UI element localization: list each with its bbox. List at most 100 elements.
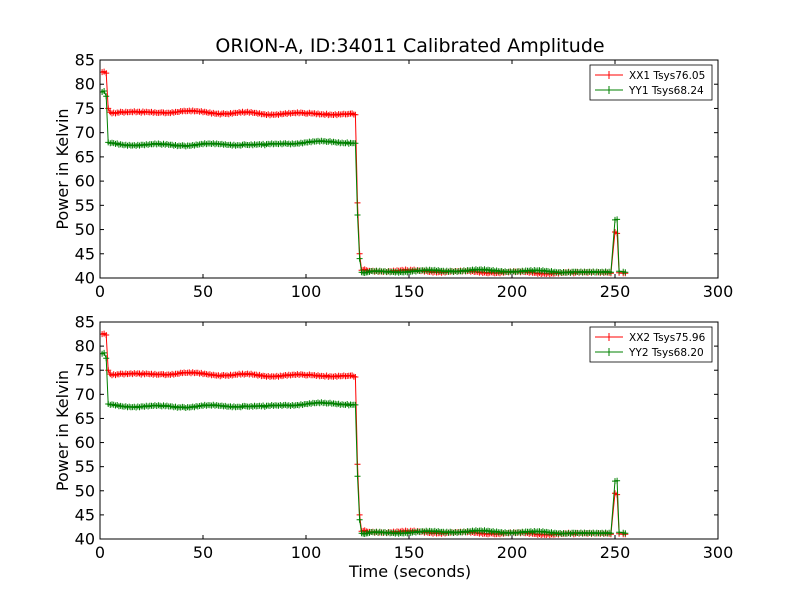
top-series-2-point-7 — [161, 144, 163, 146]
top-series-2-point-27 — [573, 270, 575, 273]
bottom-series-2-point-31 — [618, 531, 620, 533]
top-series-2-point-29 — [614, 219, 616, 221]
top-series-2-point-11 — [243, 143, 245, 146]
bottom-series-2-point-3 — [107, 403, 109, 405]
top-series-2-point-1 — [103, 90, 105, 92]
bottom-series-2-point-33 — [624, 532, 627, 534]
top-series-2-point-24 — [470, 269, 472, 272]
top-series-2-point-15 — [325, 141, 328, 143]
bottom-series-2-point-12 — [264, 406, 266, 408]
bottom-series-2-point-30 — [616, 479, 618, 482]
bottom-y-tick-label-9: 85 — [75, 313, 95, 332]
top-x-tick-label-3: 150 — [394, 282, 425, 301]
bottom-series-2-point-2 — [105, 357, 107, 360]
top-series-2-point-13 — [284, 142, 287, 145]
bottom-series-1-point-5 — [119, 372, 122, 375]
top-series-1-point-28 — [614, 231, 616, 233]
top-y-tick-label-2: 50 — [75, 220, 95, 239]
bottom-x-tick-label-0: 0 — [95, 543, 105, 562]
bottom-x-tick-label-3: 150 — [394, 543, 425, 562]
top-series-1-point-14 — [305, 113, 307, 115]
top-y-tick-label-1: 45 — [75, 244, 95, 263]
figure-title: ORION-A, ID:34011 Calibrated Amplitude — [215, 35, 604, 57]
bottom-series-2-point-19 — [358, 518, 361, 521]
bottom-series-1-point-11 — [243, 373, 245, 376]
bottom-series-2-point-7 — [161, 405, 163, 408]
bottom-series-2-point-27 — [573, 531, 575, 534]
bottom-series-1-point-1 — [103, 332, 105, 335]
top-y-tick-label-6: 70 — [75, 123, 95, 142]
bottom-series-2-point-15 — [325, 402, 328, 405]
top-series-2-point-0 — [101, 91, 103, 93]
top-x-tick-label-2: 100 — [291, 282, 322, 301]
top-series-2-point-20 — [360, 271, 363, 274]
bottom-series-2-point-24 — [470, 530, 472, 533]
bottom-series-2-point-9 — [202, 405, 204, 407]
bottom-series-2-point-17 — [354, 404, 357, 406]
bottom-legend-label-1: XX2 Tsys75.96 — [629, 332, 706, 344]
top-series-2-point-5 — [119, 143, 122, 146]
top-y-tick-label-3: 55 — [75, 196, 95, 215]
bottom-series-2-point-16 — [346, 403, 349, 405]
top-legend-label-2: YY1 Tsys68.24 — [628, 85, 704, 97]
top-series-2-point-33 — [624, 271, 627, 274]
bottom-series-2-point-4 — [109, 404, 112, 406]
top-series-2-point-26 — [531, 270, 534, 273]
bottom-y-axis-label: Power in Kelvin — [53, 370, 72, 491]
top-series-1-point-4 — [109, 111, 112, 114]
top-series-1-point-7 — [161, 111, 163, 114]
bottom-series-2-point-25 — [490, 531, 493, 533]
top-series-2-point-32 — [622, 270, 624, 273]
top-series-2-point-14 — [305, 141, 307, 144]
bottom-series-2-point-14 — [305, 403, 307, 405]
top-x-tick-label-6: 300 — [703, 282, 734, 301]
bottom-series-1-point-2 — [105, 334, 107, 336]
top-x-tick-label-1: 50 — [193, 282, 213, 301]
bottom-series-2-point-26 — [531, 531, 534, 533]
top-series-2-point-17 — [354, 142, 357, 145]
bottom-series-1-point-6 — [140, 373, 142, 376]
top-y-tick-label-5: 65 — [75, 147, 95, 166]
bottom-x-tick-label-5: 250 — [600, 543, 631, 562]
x-axis-label: Time (seconds) — [348, 562, 471, 581]
bottom-series-2-point-8 — [181, 406, 184, 408]
top-y-tick-label-4: 60 — [75, 172, 95, 191]
top-series-1-point-2 — [105, 72, 107, 74]
top-y-tick-label-8: 80 — [75, 75, 95, 94]
bottom-series-2-point-21 — [367, 532, 369, 534]
bottom-series-1-point-17 — [354, 376, 357, 378]
bottom-legend-label-2: YY2 Tsys68.20 — [628, 347, 704, 359]
bottom-series-2-point-18 — [356, 475, 359, 478]
top-series-1-point-15 — [325, 113, 328, 115]
top-series-2-point-2 — [105, 95, 107, 98]
top-legend-marker-2 — [605, 86, 613, 94]
bottom-y-tick-label-3: 55 — [75, 457, 95, 476]
bottom-y-tick-label-6: 70 — [75, 385, 95, 404]
top-chart-panel: 0 50 100 150 200 250 300 40 45 50 55 60 65 70 75 80 85 Po… — [53, 51, 733, 302]
top-series-1-point-16 — [346, 113, 349, 116]
bottom-y-tick-label-2: 50 — [75, 481, 95, 500]
top-series-2-point-31 — [618, 270, 620, 273]
bottom-x-tick-label-4: 200 — [497, 543, 528, 562]
top-series-2-point-16 — [346, 141, 349, 144]
top-series-2-point-9 — [202, 143, 204, 146]
top-series-2-point-8 — [181, 144, 184, 147]
bottom-series-2-point-13 — [284, 404, 287, 406]
top-series-2-point-4 — [109, 142, 112, 145]
top-series-2-point-22 — [408, 270, 410, 273]
top-legend-label-1: XX1 Tsys76.05 — [629, 70, 705, 82]
top-x-tick-label-5: 250 — [600, 282, 631, 301]
bottom-chart-panel: 0 50 100 150 200 250 300 40 45 50 55 60 65 70 75 80 85 Po… — [53, 313, 733, 563]
top-series-2-point-23 — [449, 269, 452, 272]
top-series-1-point-5 — [119, 111, 122, 113]
bottom-series-1-point-8 — [181, 372, 184, 374]
top-legend: XX1 Tsys76.05 YY1 Tsys68.24 — [589, 64, 713, 101]
bottom-y-tick-label-7: 75 — [75, 361, 95, 380]
top-series-2-point-12 — [264, 144, 266, 147]
top-legend-marker-1 — [605, 71, 613, 79]
bottom-legend-box — [589, 326, 713, 363]
bottom-series-1-point-3 — [107, 369, 109, 372]
top-series-2-point-25 — [490, 269, 493, 272]
top-series-2-point-18 — [356, 214, 359, 216]
bottom-series-1-point-7 — [161, 373, 163, 375]
